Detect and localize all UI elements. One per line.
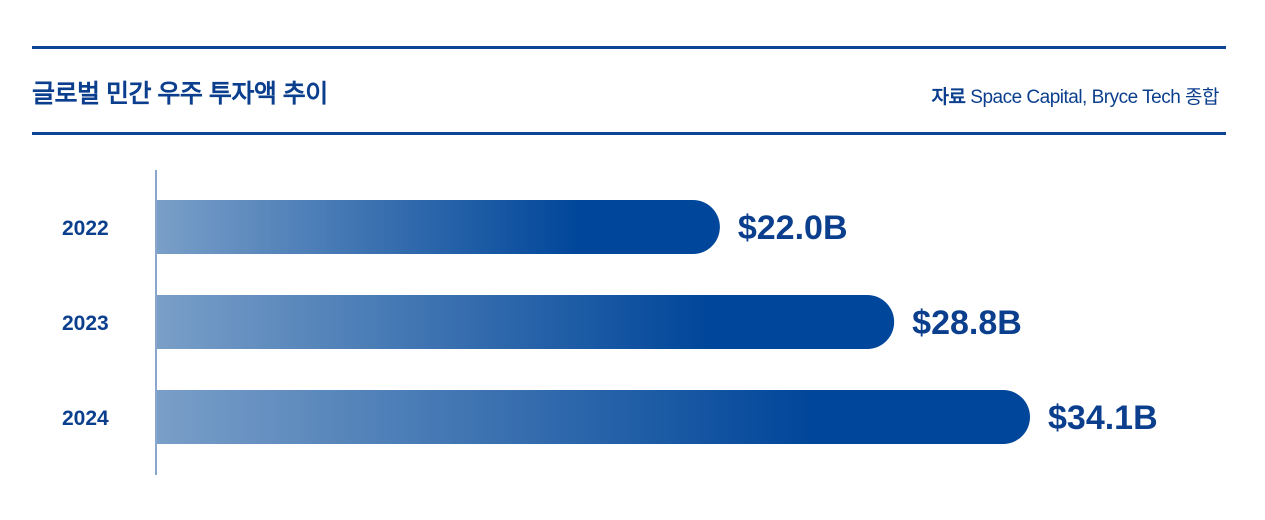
bar-2022	[156, 200, 720, 254]
category-label: 2024	[62, 407, 109, 430]
category-label: 2023	[62, 312, 109, 335]
data-label: $34.1B	[1048, 399, 1158, 437]
data-label: $28.8B	[912, 304, 1022, 342]
category-label: 2022	[62, 217, 109, 240]
bottom-rule	[32, 132, 1226, 135]
source-note: 자료 Space Capital, Bryce Tech 종합	[931, 82, 1220, 109]
bar-2023	[156, 295, 895, 349]
source-text: Space Capital, Bryce Tech 종합	[970, 87, 1219, 108]
source-label: 자료	[931, 87, 966, 108]
data-label: $22.0B	[738, 209, 848, 247]
top-rule	[32, 46, 1226, 49]
bar-2024	[156, 390, 1030, 444]
chart-title: 글로벌 민간 우주 투자액 추이	[32, 80, 328, 108]
